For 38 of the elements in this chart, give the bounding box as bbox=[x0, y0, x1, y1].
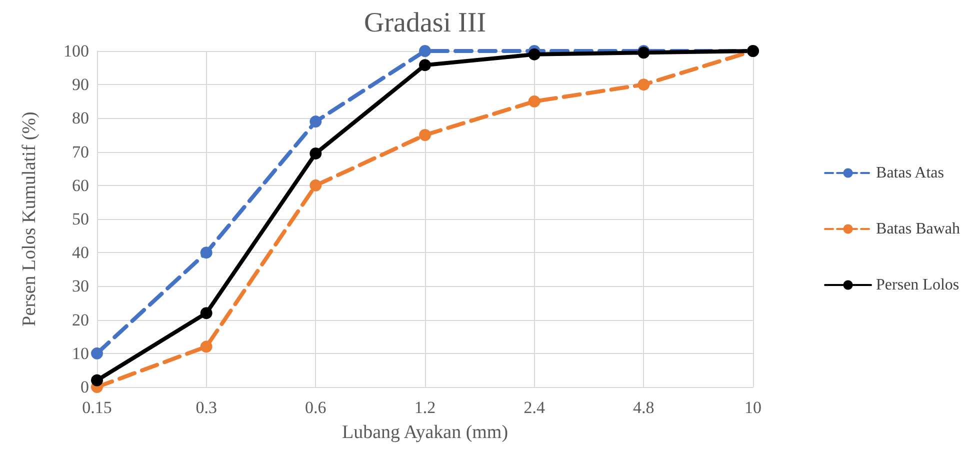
x-axis-title: Lubang Ayakan (mm) bbox=[342, 422, 508, 443]
point bbox=[200, 307, 212, 320]
x-tick-label: 0.3 bbox=[196, 398, 217, 417]
y-tick-label: 30 bbox=[72, 276, 89, 296]
chart-title: Gradasi III bbox=[364, 8, 486, 38]
point bbox=[200, 246, 212, 259]
y-tick-label: 80 bbox=[72, 108, 89, 128]
legend-label: Persen Lolos bbox=[876, 276, 960, 294]
x-tick-label: 0.6 bbox=[305, 398, 326, 417]
point bbox=[91, 347, 103, 360]
x-tick-label: 2.4 bbox=[524, 398, 546, 417]
y-tick-label: 40 bbox=[72, 243, 89, 262]
point bbox=[419, 45, 431, 57]
y-tick-label: 70 bbox=[72, 142, 89, 162]
point bbox=[310, 147, 322, 160]
x-tick-label: 10 bbox=[744, 398, 762, 417]
x-tick-label: 0.15 bbox=[82, 398, 112, 417]
y-tick-label: 60 bbox=[72, 176, 89, 195]
y-axis-title: Persen Lolos Kumulatif (%) bbox=[19, 112, 40, 326]
x-tick-label: 4.8 bbox=[633, 398, 654, 417]
point bbox=[310, 179, 322, 192]
point bbox=[200, 340, 212, 353]
y-tick-label: 10 bbox=[72, 344, 89, 363]
y-tick-label: 20 bbox=[72, 310, 89, 330]
point bbox=[91, 374, 103, 386]
x-tick-label: 1.2 bbox=[414, 398, 436, 417]
point bbox=[419, 129, 431, 141]
point bbox=[638, 78, 650, 91]
point bbox=[310, 116, 322, 128]
y-tick-label: 50 bbox=[72, 210, 89, 228]
y-tick-label: 90 bbox=[72, 75, 89, 94]
y-tick-label: 100 bbox=[64, 42, 89, 60]
point bbox=[528, 48, 540, 60]
y-tick-label: 0 bbox=[80, 378, 89, 396]
point bbox=[528, 95, 540, 108]
legend-label: Batas Atas bbox=[876, 164, 944, 182]
point bbox=[419, 59, 431, 72]
legend-label: Batas Bawah bbox=[876, 220, 960, 238]
